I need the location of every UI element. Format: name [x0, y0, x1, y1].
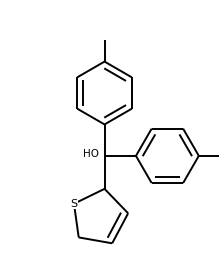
Text: HO: HO: [83, 150, 99, 159]
Text: S: S: [70, 199, 77, 209]
